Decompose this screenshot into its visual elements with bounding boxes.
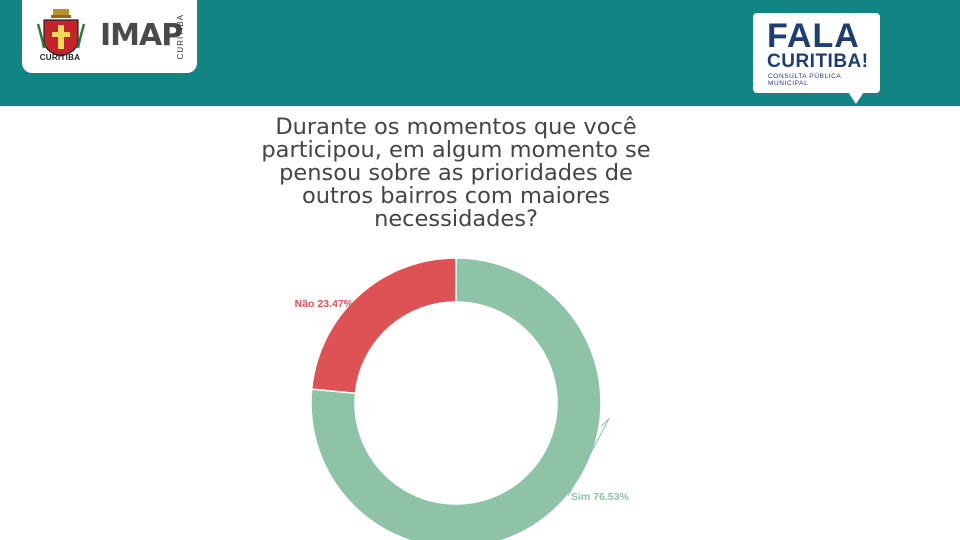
data-label-leader-line bbox=[567, 418, 610, 497]
chart-title-line-3: pensou sobre as prioridades de bbox=[279, 160, 633, 186]
data-label: Não 23.47% bbox=[295, 298, 354, 310]
chart-title-line-4: outros bairros com maiores bbox=[301, 183, 611, 209]
crest-caption: CURITIBA bbox=[39, 53, 81, 62]
curitiba-crest-icon bbox=[36, 9, 86, 57]
curitiba-imap-logo: CURITIBA IMAP CURITIBA bbox=[22, 0, 197, 73]
fala-logo-line3: CONSULTA PÚBLICA MUNICIPAL bbox=[768, 73, 841, 87]
chart-title-line-2: participou, em algum momento se bbox=[261, 137, 651, 163]
donut-slice-nao bbox=[310, 257, 457, 395]
chart-title-line-1: Durante os momentos que você bbox=[275, 114, 637, 140]
fala-logo-line1: FALA bbox=[767, 17, 860, 55]
imap-logo-text: IMAP bbox=[100, 18, 183, 53]
fala-curitiba-logo: FALA CURITIBA! CONSULTA PÚBLICA MUNICIPA… bbox=[753, 13, 880, 93]
data-label: Sim 76.53% bbox=[571, 491, 629, 503]
donut-slice-sim bbox=[310, 257, 602, 540]
fala-logo-line2: CURITIBA! bbox=[767, 51, 869, 72]
chart-title-line-5: necessidades? bbox=[374, 206, 538, 232]
chart-title: Durante os momentos que você participou,… bbox=[230, 116, 682, 231]
speech-bubble-tail-icon bbox=[848, 92, 864, 104]
